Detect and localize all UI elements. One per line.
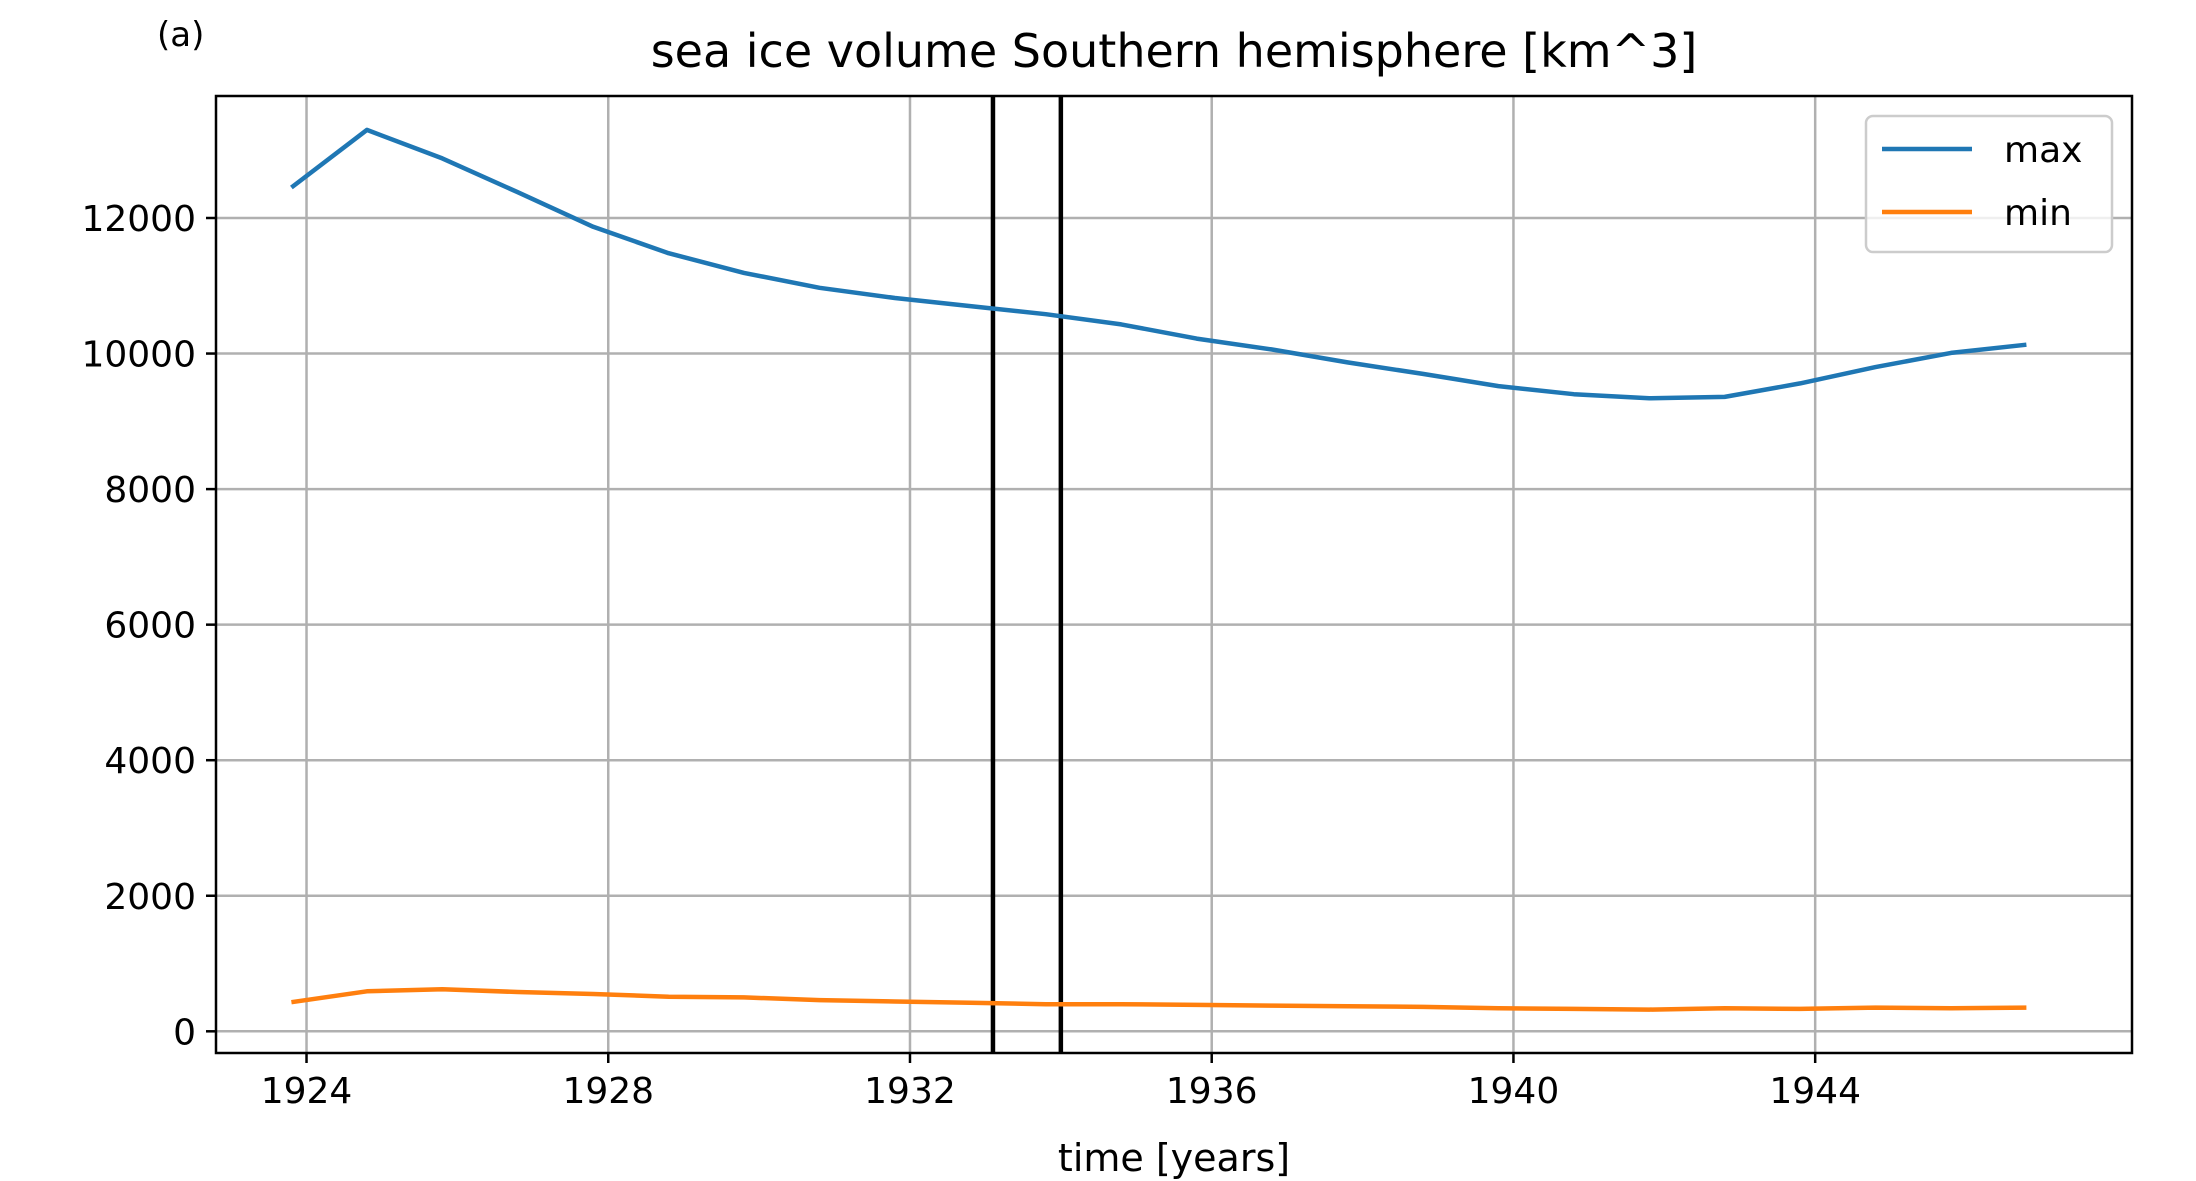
plot-frame [214, 94, 2134, 1055]
y-tick-label: 2000 [104, 877, 196, 918]
x-tick-label: 1932 [864, 1071, 956, 1112]
series-line-min [291, 987, 2027, 1012]
grid-lines [216, 96, 2132, 1053]
x-tick-label: 1928 [562, 1071, 654, 1112]
panel-label: (a) [157, 15, 204, 55]
legend-label-max: max [2004, 130, 2082, 171]
x-tick-label: 1924 [261, 1071, 353, 1112]
y-tick-label: 6000 [104, 606, 196, 647]
y-tick-label: 8000 [104, 470, 196, 511]
series-line-max [290, 127, 2027, 401]
y-tick-label: 0 [173, 1012, 196, 1053]
y-tick-label: 10000 [81, 335, 196, 376]
x-axis-label: time [years] [1058, 1136, 1290, 1180]
x-tick-label: 1940 [1468, 1071, 1560, 1112]
y-tick-label: 12000 [81, 199, 196, 240]
axis-ticks: 1924 1928 1932 1936 1940 1944 0 2000 4000 6000 800… [81, 199, 1861, 1112]
x-tick-label: 1936 [1166, 1071, 1258, 1112]
series-lines [290, 127, 2027, 1012]
y-tick-label: 4000 [104, 741, 196, 782]
legend: max min [1864, 114, 2114, 254]
chart-title: sea ice volume Southern hemisphere [km^3… [651, 24, 1698, 78]
vertical-markers [990, 96, 1064, 1053]
legend-label-min: min [2004, 193, 2072, 234]
x-tick-label: 1944 [1769, 1071, 1861, 1112]
